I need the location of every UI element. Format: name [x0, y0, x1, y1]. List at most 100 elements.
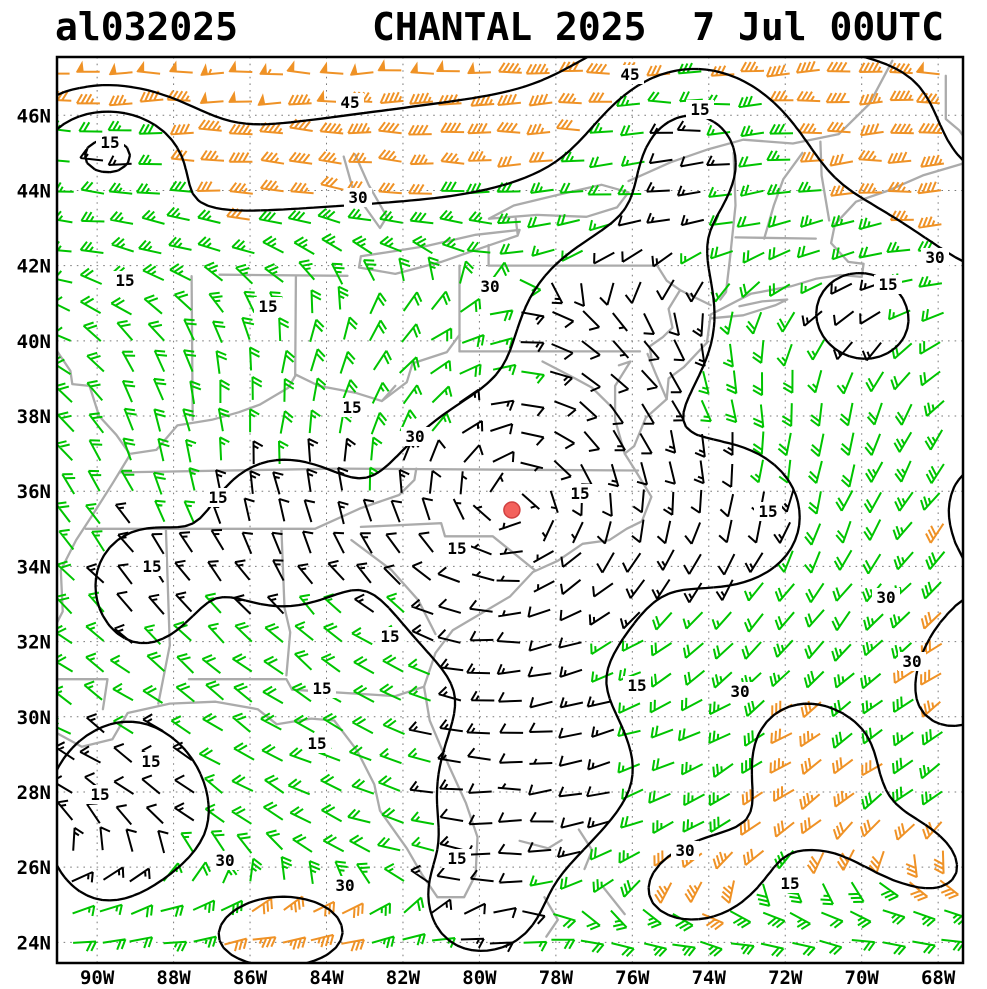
isotach-45kt [57, 57, 963, 162]
contour-label-chip [776, 874, 804, 893]
contour-label-text: 15 [380, 627, 399, 646]
lon-tick-label: 90W [80, 967, 115, 989]
contour-label-chip [754, 502, 782, 521]
contour-label-chip [671, 841, 699, 860]
contour-label-chip [623, 676, 651, 695]
contour-label-text: 30 [335, 876, 354, 895]
lat-tick-label: 34N [17, 556, 51, 578]
geo-line-in-oh-border [294, 275, 298, 376]
contour-label-chip [86, 785, 114, 804]
contour-label-text: 30 [876, 588, 895, 607]
contour-label-text: 15 [758, 502, 777, 521]
contour-label-chip [211, 851, 239, 870]
contour-label-text: 15 [141, 752, 160, 771]
contour-label-text: 15 [258, 297, 277, 316]
contour-label-text: 15 [627, 676, 646, 695]
contour-label-text: 30 [405, 427, 424, 446]
lon-tick-label: 68W [921, 967, 956, 989]
contour-label-chip [336, 93, 364, 112]
geo-line-nh-me-border [819, 140, 831, 222]
contour-label-chip [443, 849, 471, 868]
lat-tick-label: 26N [17, 857, 51, 879]
geo-line-al-ga-border [280, 527, 292, 677]
geo-line-ohio-river [130, 373, 397, 455]
lat-tick-label: 32N [17, 632, 51, 654]
contour-label-text: 15 [208, 488, 227, 507]
contour-label-chip [338, 398, 366, 417]
lon-tick-label: 88W [156, 967, 191, 989]
contour-label-text: 15 [878, 275, 897, 294]
wind-barb-set [57, 60, 959, 952]
geo-line-ma-north-border [734, 236, 817, 240]
geo-line-va-nc-border [338, 467, 640, 472]
lon-axis-labels: 90W 88W 86W 84W 82W 80W 78W 76W 74W 72W 70W 68W [80, 967, 956, 989]
wind-barbs [57, 59, 963, 958]
contour-label-chip [303, 734, 331, 753]
geo-line-delaware-river [648, 264, 682, 359]
geo-line-andros [543, 896, 559, 938]
lon-tick-label: 70W [845, 967, 880, 989]
contour-label-chip [111, 271, 139, 290]
contour-label-chip [921, 248, 949, 267]
contour-label-chip [566, 484, 594, 503]
geo-line-grand-bahama [518, 838, 563, 850]
lat-tick-label: 42N [17, 256, 51, 278]
lon-tick-label: 72W [768, 967, 803, 989]
lon-tick-label: 74W [692, 967, 727, 989]
geo-line-nj-ny-border [678, 288, 712, 307]
geo-line-ky-va-border [118, 467, 342, 474]
contour-label-chip [616, 65, 644, 84]
lon-tick-label: 80W [462, 967, 497, 989]
contour-label-text: 15 [142, 557, 161, 576]
geo-line-mississippi-river [57, 454, 131, 626]
contour-label-text: 15 [115, 271, 134, 290]
contour-label-text: 15 [780, 874, 799, 893]
contour-label-text: 30 [675, 841, 694, 860]
lat-tick-label: 24N [17, 932, 51, 954]
geo-line-chesapeake-bay [613, 360, 632, 455]
contour-label-chip [254, 297, 282, 316]
contour-label-text: 30 [215, 851, 234, 870]
lon-tick-label: 82W [386, 967, 421, 989]
lat-tick-label: 46N [17, 105, 51, 127]
contour-label-chip [874, 275, 902, 294]
lon-tick-label: 84W [309, 967, 344, 989]
contour-label-text: 30 [480, 277, 499, 296]
contour-label-text: 30 [902, 652, 921, 671]
contour-label-text: 15 [342, 398, 361, 417]
contour-label-chip [872, 588, 900, 607]
wind-barb-pennants [75, 59, 924, 106]
contour-label-text: 30 [730, 682, 749, 701]
geo-line-lake-huron [342, 153, 389, 230]
chart-title: CHANTAL 2025 7 Jul 00UTC [372, 5, 944, 49]
contour-label-text: 15 [100, 133, 119, 152]
contour-label-text: 15 [90, 785, 109, 804]
contour-label-chip [443, 539, 471, 558]
geo-line-nc-sc-border [359, 522, 536, 572]
contour-label-text: 45 [340, 93, 359, 112]
geo-line-lake-erie [357, 228, 521, 276]
geo-line-st-lawrence-border [627, 59, 894, 183]
lon-tick-label: 76W [615, 967, 650, 989]
contour-label-text: 15 [447, 539, 466, 558]
contour-label-chip [476, 277, 504, 296]
contour-label-text: 30 [925, 248, 944, 267]
contour-label-chip [344, 188, 372, 207]
contour-label-text: 45 [620, 65, 639, 84]
contour-label-chip [308, 679, 336, 698]
geo-line-potomac-river [541, 360, 615, 410]
lat-tick-label: 38N [17, 406, 51, 428]
geo-line-mi-south-border [218, 273, 349, 277]
geo-line-tn-nc-border [313, 467, 418, 530]
contour-label-chip [726, 682, 754, 701]
contour-label-text: 15 [447, 849, 466, 868]
contour-label-text: 15 [570, 484, 589, 503]
contour-label-chip [137, 752, 165, 771]
contour-label-text: 30 [348, 188, 367, 207]
contour-label-chip [138, 557, 166, 576]
wind-barb-set [57, 62, 963, 958]
geo-line-eleuthera [602, 886, 626, 916]
geo-line-ms-al-border [157, 527, 171, 705]
storm-center-marker [503, 501, 521, 519]
